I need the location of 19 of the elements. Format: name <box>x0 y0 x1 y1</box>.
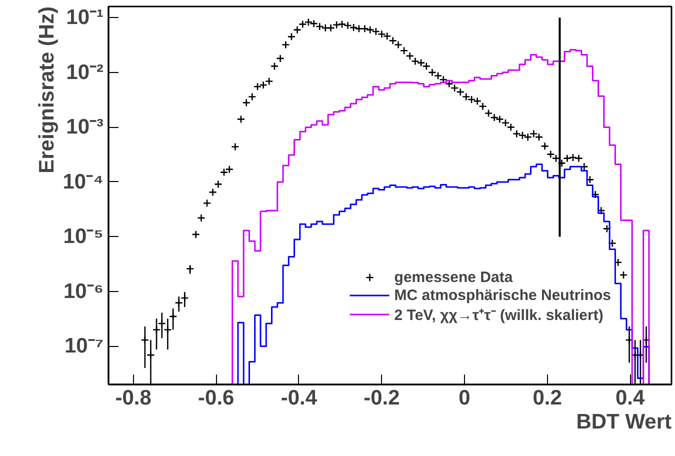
y-tick-label: 10⁻⁴ <box>62 170 104 194</box>
x-axis-title: BDT Wert <box>576 410 672 434</box>
y-axis-title: Ereignisrate (Hz) <box>36 6 58 174</box>
legend-label: 2 TeV, χχ→τ⁺τ⁻ (willk. skaliert) <box>394 306 604 324</box>
x-tick-label: -0.4 <box>280 386 318 410</box>
legend-label: gemessene Data <box>394 268 513 286</box>
y-tick-label: 10⁻¹ <box>66 6 104 30</box>
x-tick-label: 0.2 <box>532 386 562 410</box>
x-tick-label: 0 <box>458 386 470 410</box>
legend-label: MC atmosphärische Neutrinos <box>394 286 611 304</box>
y-tick-label: 10⁻³ <box>66 116 104 139</box>
y-tick-label: 10⁻⁵ <box>63 225 104 248</box>
y-tick-label: 10⁻⁶ <box>63 280 104 303</box>
y-tick-label: 10⁻² <box>66 60 104 84</box>
x-tick-label: 0.4 <box>616 386 646 410</box>
x-tick-label: -0.2 <box>364 386 400 410</box>
y-tick-label: 10⁻⁷ <box>64 334 104 358</box>
x-tick-label: -0.8 <box>115 386 152 410</box>
x-tick-label: -0.6 <box>198 386 234 410</box>
